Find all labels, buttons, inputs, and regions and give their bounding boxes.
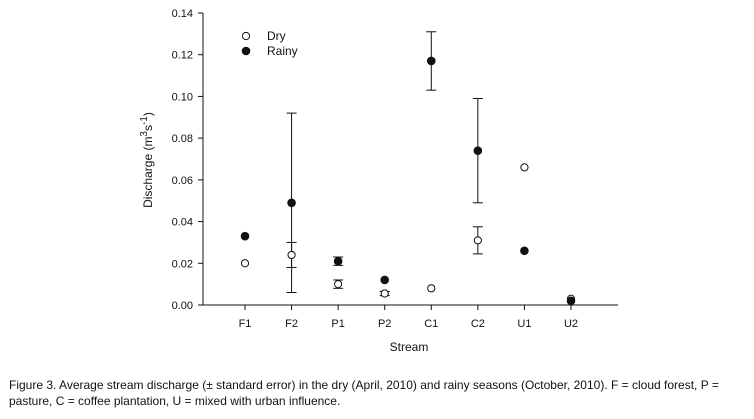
dry-point-f1: [240, 259, 250, 268]
y-tick-label: 0.12: [172, 50, 193, 62]
x-tick-label: C2: [471, 318, 485, 330]
dry-point-p1: [334, 280, 343, 289]
x-tick-label: P2: [378, 318, 391, 330]
x-tick-label: F1: [239, 318, 252, 330]
discharge-chart: 0.00 0.02 0.04 0.06 0.08 0.10 0.12 0.14 F1 F2 P1 P…: [139, 8, 618, 354]
legend-rainy-label: Rainy: [267, 44, 298, 58]
dry-point-p2: [380, 289, 389, 298]
error-bars: [286, 31, 483, 297]
x-tick-label: F2: [285, 318, 298, 330]
dry-point-c1: [427, 284, 436, 293]
legend-dry-label: Dry: [267, 29, 286, 43]
x-tick-label: U2: [564, 318, 578, 330]
rainy-point-p1: [333, 256, 343, 266]
data-points: [240, 56, 576, 306]
rainy-point-f2: [287, 198, 296, 208]
dry-point-c2: [473, 236, 482, 245]
rainy-point-f1: [240, 231, 250, 241]
dry-point-u1: [520, 163, 529, 172]
y-tick-label: 0.00: [172, 300, 193, 312]
y-tick-label: 0.06: [172, 175, 193, 187]
y-tick-label: 0.02: [172, 258, 193, 270]
y-tick-label: 0.14: [172, 8, 193, 20]
figure-caption: Figure 3. Average stream discharge (± st…: [9, 378, 719, 408]
y-tick-label: 0.10: [172, 91, 193, 103]
x-axis-title: Stream: [390, 340, 429, 354]
rainy-point-c1: [426, 56, 436, 66]
rainy-point-u1: [520, 246, 529, 256]
rainy-point-u2: [566, 296, 576, 306]
y-tick-label: 0.04: [172, 217, 193, 229]
x-tick-label: C1: [424, 318, 438, 330]
y-axis-ticks: 0.00 0.02 0.04 0.06 0.08 0.10 0.12 0.14: [172, 8, 203, 312]
x-tick-label: P1: [331, 318, 344, 330]
legend: Dry Rainy: [241, 29, 298, 58]
x-tick-label: U1: [517, 318, 531, 330]
y-tick-label: 0.08: [172, 133, 193, 145]
rainy-point-p2: [380, 275, 390, 285]
y-axis-title: Discharge (m3s-1): [139, 112, 156, 208]
dry-point-f2: [287, 250, 296, 260]
chart-axes: [202, 13, 618, 306]
legend-dry-marker: [241, 31, 251, 41]
rainy-point-c2: [473, 146, 483, 155]
x-axis-ticks: F1 F2 P1 P2 C1 C2 U1 U2: [239, 305, 578, 330]
legend-rainy-marker: [241, 46, 251, 56]
